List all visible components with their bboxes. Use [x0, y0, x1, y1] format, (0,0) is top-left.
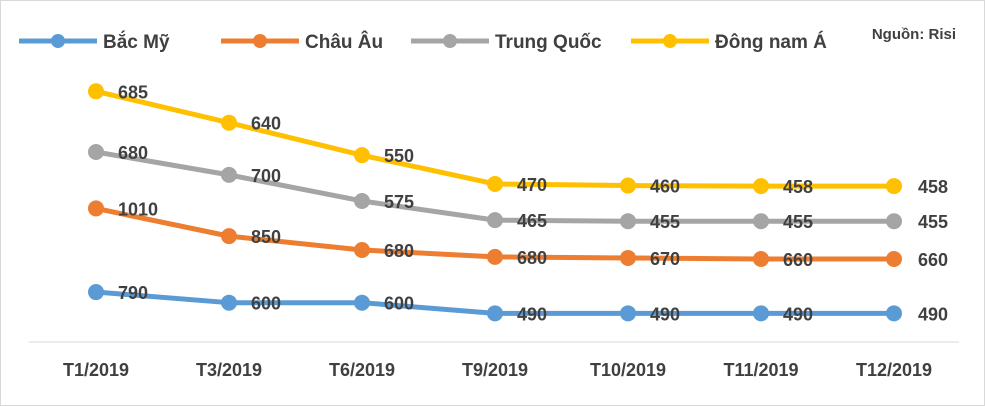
series-trung-quoc: 680 700 575 465 455 455 — [88, 143, 902, 232]
data-label: 685 — [118, 82, 148, 102]
data-point — [753, 178, 769, 195]
data-label: 660 — [783, 250, 813, 270]
legend-label: Trung Quốc — [495, 32, 602, 53]
data-point — [886, 213, 902, 230]
data-label: 600 — [384, 294, 414, 314]
data-label: 465 — [517, 211, 547, 231]
legend-item-dong-nam-a: Đông nam Á — [631, 31, 827, 53]
data-point — [88, 200, 104, 217]
data-point — [354, 147, 370, 164]
data-label: 458 — [783, 177, 813, 197]
data-label-end: 458 — [918, 177, 948, 197]
legend-item-chau-au: Châu Âu — [221, 31, 383, 53]
series-bac-my: 790 600 600 490 490 490 — [88, 283, 902, 324]
data-label: 460 — [650, 177, 680, 197]
data-label: 700 — [251, 166, 281, 186]
x-tick-label: T6/2019 — [329, 360, 395, 380]
data-point — [487, 305, 503, 322]
data-point — [487, 248, 503, 265]
data-point — [886, 178, 902, 195]
data-point — [886, 305, 902, 322]
x-tick-label: T11/2019 — [723, 360, 798, 380]
data-label-end: 660 — [918, 250, 948, 270]
x-tick-label: T3/2019 — [196, 360, 262, 380]
legend-label: Châu Âu — [305, 31, 383, 53]
data-point — [88, 143, 104, 160]
data-label: 640 — [251, 114, 281, 134]
data-label: 680 — [517, 248, 547, 268]
x-tick-label: T9/2019 — [462, 360, 528, 380]
legend-item-trung-quoc: Trung Quốc — [411, 32, 602, 53]
data-label: 490 — [517, 304, 547, 324]
data-point — [753, 305, 769, 322]
data-point — [88, 284, 104, 301]
x-axis-tick-labels: T1/2019 T3/2019 T6/2019 T9/2019 T10/2019 T11/… — [63, 360, 932, 380]
data-label: 550 — [384, 146, 414, 166]
data-point — [354, 241, 370, 258]
data-label: 470 — [517, 175, 547, 195]
series-dong-nam-a: 685 640 550 470 460 458 — [88, 82, 902, 197]
data-label: 680 — [118, 143, 148, 163]
series-chau-au: 1010 850 680 680 670 660 — [88, 199, 902, 270]
data-label: 490 — [650, 304, 680, 324]
data-label-end: 490 — [918, 304, 948, 324]
data-label: 600 — [251, 294, 281, 314]
data-point — [620, 213, 636, 230]
data-label-end: 455 — [918, 212, 948, 232]
legend-label: Đông nam Á — [715, 31, 827, 53]
data-point — [221, 114, 237, 131]
end-value-labels: 490 660 455 458 — [918, 177, 948, 324]
data-point — [620, 305, 636, 322]
data-point — [753, 251, 769, 268]
data-point — [354, 294, 370, 311]
data-point — [620, 177, 636, 194]
data-label: 455 — [783, 212, 813, 232]
data-label: 455 — [650, 212, 680, 232]
data-point — [487, 212, 503, 229]
legend-marker — [663, 34, 677, 48]
data-label: 850 — [251, 227, 281, 247]
data-point — [487, 175, 503, 192]
data-label: 680 — [384, 241, 414, 261]
data-label: 790 — [118, 283, 148, 303]
data-label: 575 — [384, 192, 414, 212]
data-point — [886, 251, 902, 268]
legend-item-bac-my: Bắc Mỹ — [19, 31, 170, 53]
legend: Bắc Mỹ Châu Âu Trung Quốc Đông nam Á — [19, 31, 827, 53]
data-point — [354, 192, 370, 209]
data-point — [88, 83, 104, 100]
legend-marker — [443, 34, 457, 48]
data-label: 670 — [650, 249, 680, 269]
x-tick-label: T10/2019 — [590, 360, 666, 380]
data-point — [620, 249, 636, 266]
legend-label: Bắc Mỹ — [103, 31, 170, 53]
source-note: Nguồn: Risi — [872, 26, 956, 43]
legend-marker — [51, 34, 65, 48]
data-point — [221, 166, 237, 183]
x-tick-label: T12/2019 — [856, 360, 932, 380]
legend-marker — [253, 34, 267, 48]
data-point — [221, 228, 237, 245]
data-point — [753, 213, 769, 230]
series-layer: 790 600 600 490 490 490 1010 850 680 680 670 660 680… — [88, 82, 902, 324]
data-label: 490 — [783, 304, 813, 324]
x-tick-label: T1/2019 — [63, 360, 129, 380]
data-point — [221, 294, 237, 311]
data-label: 1010 — [118, 199, 158, 219]
